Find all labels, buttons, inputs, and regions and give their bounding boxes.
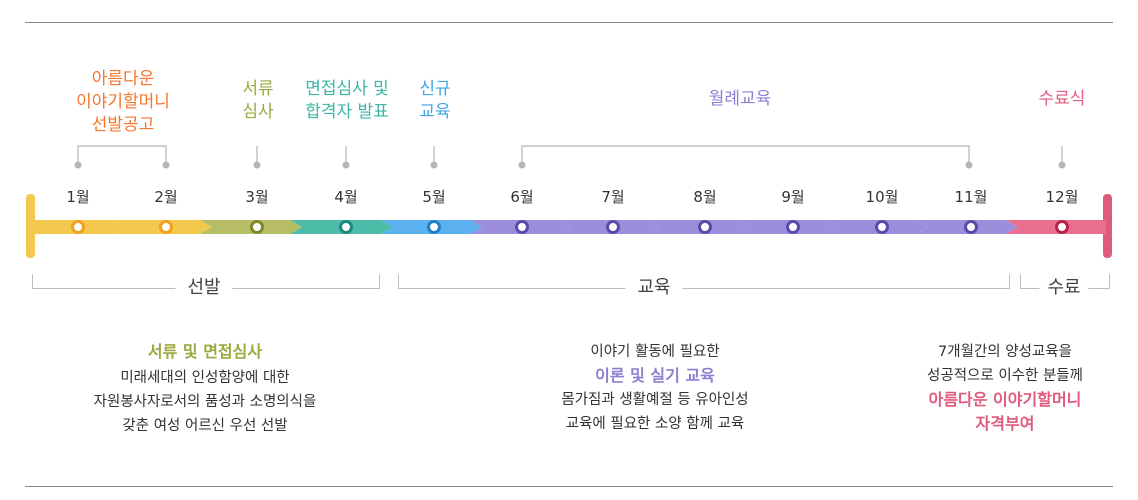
month-label-jul: 7월 — [601, 188, 625, 206]
selection-line-1: 미래세대의 인성함양에 대한 — [120, 370, 290, 386]
node-may — [427, 220, 441, 234]
completion-highlight-1: 아름다운 이야기할머니 — [928, 390, 1082, 409]
node-apr — [339, 220, 353, 234]
node-jan — [71, 220, 85, 234]
month-label-jun: 6월 — [510, 188, 534, 206]
phase-recruitment-line-1: 아름다운 — [91, 69, 155, 89]
education-highlight: 이론 및 실기 교육 — [595, 366, 715, 385]
completion-line-2: 성공적으로 이수한 분들께 — [927, 368, 1083, 384]
phase-document-review-label: 서류 심사 — [228, 78, 288, 124]
completion-description: 7개월간의 양성교육을 성공적으로 이수한 분들께 아름다운 이야기할머니 자격… — [880, 340, 1130, 436]
node-jul — [606, 220, 620, 234]
education-description: 이야기 활동에 필요한 이론 및 실기 교육 몸가짐과 생활예절 등 유아인성 … — [490, 340, 820, 436]
month-label-nov: 11월 — [954, 188, 988, 206]
node-aug — [698, 220, 712, 234]
node-feb — [159, 220, 173, 234]
phase-recruitment-label: 아름다운 이야기할머니 선발공고 — [58, 68, 188, 137]
selection-line-3: 갖춘 여성 어르신 우선 선발 — [122, 418, 288, 434]
education-line-2: 교육에 필요한 소양 함께 교육 — [565, 416, 745, 432]
month-label-may: 5월 — [422, 188, 446, 206]
node-sep — [786, 220, 800, 234]
month-label-aug: 8월 — [693, 188, 717, 206]
phase-graduation-text: 수료식 — [1038, 89, 1086, 109]
connector-dot-6 — [518, 161, 526, 169]
month-label-feb: 2월 — [154, 188, 178, 206]
node-mar — [250, 220, 264, 234]
connector-dot-1 — [74, 161, 82, 169]
node-dec — [1055, 220, 1069, 234]
phase-new-training-label: 신규 교육 — [405, 78, 465, 124]
month-label-jan: 1월 — [66, 188, 90, 206]
selection-highlight: 서류 및 면접심사 — [147, 342, 263, 361]
completion-highlight-2: 자격부여 — [975, 414, 1035, 433]
phase-new-training-line-1: 신규 — [419, 79, 451, 99]
connector-dot-7 — [965, 161, 973, 169]
timeline-end-cap — [1103, 194, 1112, 258]
selection-description: 서류 및 면접심사 미래세대의 인성함양에 대한 자원봉사자로서의 품성과 소명… — [40, 340, 370, 438]
group-label-selection: 선발 — [175, 273, 233, 299]
month-label-apr: 4월 — [334, 188, 358, 206]
phase-interview-line-1: 면접심사 및 — [305, 79, 389, 99]
phase-graduation-label: 수료식 — [1022, 88, 1102, 111]
bottom-divider — [25, 486, 1113, 487]
month-label-sep: 9월 — [781, 188, 805, 206]
connector-dot-8 — [1058, 161, 1066, 169]
node-nov — [964, 220, 978, 234]
group-label-education: 교육 — [625, 273, 683, 299]
education-line-1: 몸가짐과 생활예절 등 유아인성 — [561, 392, 749, 408]
phase-monthly-training-label: 월례교육 — [680, 88, 800, 111]
connector-dot-3 — [253, 161, 261, 169]
completion-line-1: 7개월간의 양성교육을 — [938, 344, 1072, 360]
phase-new-training-line-2: 교육 — [419, 102, 451, 122]
connector-dot-5 — [430, 161, 438, 169]
top-divider — [25, 22, 1113, 23]
phase-recruitment-line-2: 이야기할머니 — [76, 92, 170, 112]
node-oct — [875, 220, 889, 234]
node-jun — [515, 220, 529, 234]
connector-monthly-training — [521, 145, 970, 165]
connector-recruitment — [77, 145, 167, 165]
education-line-intro: 이야기 활동에 필요한 — [590, 344, 720, 360]
phase-interview-label: 면접심사 및 합격자 발표 — [292, 78, 402, 124]
bracket-education — [398, 274, 1010, 289]
phase-document-review-line-2: 심사 — [242, 102, 274, 122]
month-label-dec: 12월 — [1045, 188, 1079, 206]
phase-interview-line-2: 합격자 발표 — [305, 102, 389, 122]
timeline-start-cap — [26, 194, 35, 258]
connector-dot-4 — [342, 161, 350, 169]
selection-line-2: 자원봉사자로서의 품성과 소명의식을 — [93, 394, 317, 410]
connector-dot-2 — [162, 161, 170, 169]
phase-recruitment-line-3: 선발공고 — [91, 115, 155, 135]
phase-monthly-training-text: 월례교육 — [708, 89, 772, 109]
group-label-completion: 수료 — [1039, 273, 1089, 299]
phase-document-review-line-1: 서류 — [242, 79, 274, 99]
month-label-mar: 3월 — [245, 188, 269, 206]
month-label-oct: 10월 — [865, 188, 899, 206]
